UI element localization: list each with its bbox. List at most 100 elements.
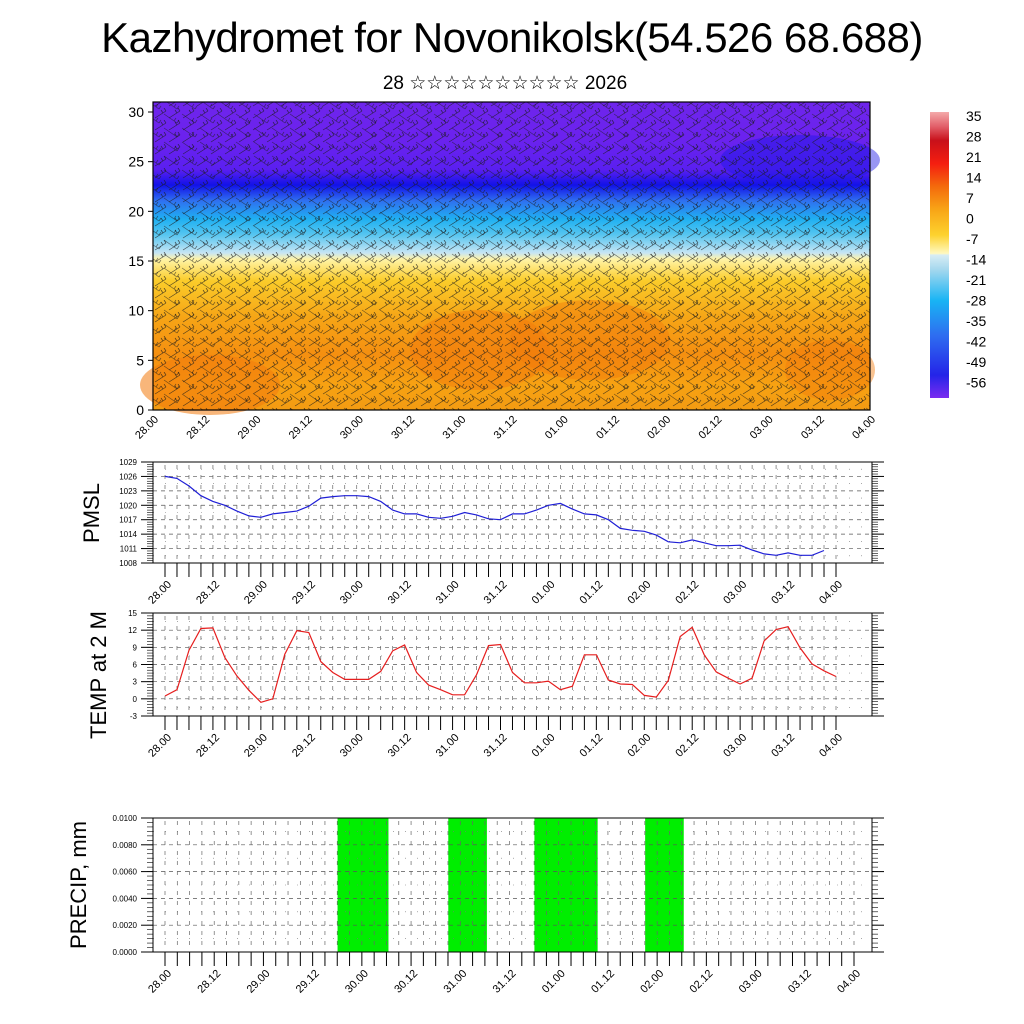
wind-barbs-secondary	[153, 102, 870, 410]
contour-x-axis: 28.00 28.12 29.00 29.12 30.00 30.12 31.00 31.12…	[133, 414, 878, 442]
temp-grid	[153, 616, 872, 713]
chart-subtitle: 28 ☆☆☆☆☆☆☆☆☆☆ 2026	[382, 73, 628, 94]
pmsl-y-label: PMSL	[79, 483, 104, 543]
y-tick-label: 1020	[119, 501, 137, 510]
x-tick-label: 03.12	[769, 732, 797, 760]
x-tick-label: 03.12	[769, 579, 797, 607]
pmsl-grid	[153, 465, 872, 560]
contour-frame	[152, 101, 871, 411]
y-tick-label: 1023	[119, 487, 137, 496]
x-tick-label: 28.12	[194, 579, 222, 607]
chart-title: Kazhydromet for Novonikolsk(54.526 68.68…	[101, 14, 923, 61]
x-tick-label: 30.12	[392, 968, 420, 996]
x-tick-label: 28.00	[146, 968, 174, 996]
x-tick-label: 01.00	[530, 579, 558, 607]
contour-y-tick-label: 20	[128, 203, 144, 219]
colorbar-label: -14	[966, 252, 986, 268]
colorbar-ramp	[930, 112, 949, 398]
x-tick-label: 30.00	[343, 968, 371, 996]
colorbar: 35 28 21 14 7 0 -7 -14 -21 -28 -35 -42 -49 -56	[930, 108, 986, 398]
x-tick-label: 01.00	[540, 968, 568, 996]
contour-x-tick-label: 03.12	[799, 414, 827, 442]
temp-panel: -3 0 3 6 9 12 15 28.00 28.12 29.00 29.12 30.00 30.12…	[86, 609, 884, 760]
contour-y-tick-label: 0	[136, 402, 144, 418]
x-tick-label: 31.12	[482, 579, 510, 607]
y-tick-label: 0	[133, 695, 138, 704]
x-tick-label: 31.00	[441, 968, 469, 996]
y-tick-label: 0.0000	[113, 948, 138, 957]
x-tick-label: 30.12	[386, 732, 414, 760]
y-tick-label: 1017	[119, 516, 137, 525]
y-tick-label: 0.0040	[113, 894, 138, 903]
contour-x-tick-label: 31.00	[440, 414, 468, 442]
x-tick-label: 01.12	[578, 732, 606, 760]
x-tick-label: 29.12	[290, 579, 318, 607]
x-tick-label: 29.12	[294, 968, 322, 996]
x-tick-label: 31.00	[434, 732, 462, 760]
temp-axes: -3 0 3 6 9 12 15 28.00 28.12 29.00 29.12 30.00 30.12…	[128, 609, 884, 760]
precip-bar	[448, 818, 487, 952]
temp-series-line	[164, 626, 837, 703]
contour-y-tick-label: 30	[128, 104, 144, 120]
contour-x-tick-label: 02.12	[697, 414, 725, 442]
colorbar-label: 21	[966, 149, 982, 165]
x-tick-label: 29.12	[290, 732, 318, 760]
colorbar-label: -42	[966, 334, 986, 350]
colorbar-label: -28	[966, 293, 986, 309]
contour-x-tick-label: 04.00	[850, 414, 878, 442]
x-tick-label: 30.00	[338, 732, 366, 760]
x-tick-label: 31.12	[491, 968, 519, 996]
precip-panel: 0.0000 0.0020 0.0040 0.0060 0.0080 0.0100 28.0…	[66, 814, 884, 996]
colorbar-labels: 35 28 21 14 7 0 -7 -14 -21 -28 -35 -42 -49 -56	[966, 108, 986, 391]
contour-x-tick-label: 30.12	[389, 414, 417, 442]
y-tick-label: 6	[133, 661, 138, 670]
x-tick-label: 02.00	[638, 968, 666, 996]
x-tick-label: 02.00	[625, 579, 653, 607]
y-tick-label: 1026	[119, 472, 137, 481]
y-tick-label: 1029	[119, 458, 137, 467]
x-tick-label: 03.00	[737, 968, 765, 996]
contour-y-tick-label: 10	[128, 303, 144, 319]
contour-y-tick-label: 5	[136, 352, 144, 368]
x-tick-label: 29.00	[242, 579, 270, 607]
x-tick-label: 03.12	[786, 968, 814, 996]
pmsl-axes: 1008 1011 1014 1017 1020 1023 1026 1029 28.00 28.…	[119, 458, 884, 607]
contour-x-tick-label: 01.00	[543, 414, 571, 442]
x-tick-label: 02.00	[625, 732, 653, 760]
y-tick-label: 12	[128, 626, 137, 635]
x-tick-label: 01.12	[589, 968, 617, 996]
y-tick-label: 0.0020	[113, 921, 138, 930]
colorbar-label: 7	[966, 190, 974, 206]
precip-frame	[152, 817, 873, 953]
x-tick-label: 28.00	[146, 732, 174, 760]
colorbar-label: 14	[966, 170, 982, 186]
colorbar-label: -49	[966, 354, 986, 370]
x-tick-label: 01.12	[578, 579, 606, 607]
colorbar-label: 35	[966, 108, 982, 124]
colorbar-label: -21	[966, 272, 986, 288]
x-tick-label: 02.12	[673, 579, 701, 607]
pmsl-panel: 1008 1011 1014 1017 1020 1023 1026 1029 28.00 28.…	[79, 458, 884, 607]
precip-y-label: PRECIP, mm	[66, 821, 91, 949]
contour-x-tick-label: 03.00	[748, 414, 776, 442]
contour-y-tick-label: 25	[128, 154, 144, 170]
colorbar-label: -56	[966, 375, 986, 391]
y-tick-label: 1008	[119, 559, 137, 568]
temp-y-label: TEMP at 2 M	[86, 611, 111, 739]
x-tick-label: 30.00	[338, 579, 366, 607]
x-tick-label: 31.00	[434, 579, 462, 607]
x-tick-label: 01.00	[530, 732, 558, 760]
colorbar-label: -35	[966, 313, 986, 329]
contour-x-tick-label: 29.12	[287, 414, 315, 442]
contour-y-tick-label: 15	[128, 253, 144, 269]
y-tick-label: 15	[128, 609, 137, 618]
colorbar-label: 0	[966, 211, 974, 227]
x-tick-label: 28.12	[194, 732, 222, 760]
precip-axes: 0.0000 0.0020 0.0040 0.0060 0.0080 0.0100 28.0…	[113, 814, 884, 996]
precip-bar	[337, 818, 389, 952]
contour-x-tick-label: 31.12	[492, 414, 520, 442]
x-tick-label: 28.00	[146, 579, 174, 607]
pmsl-series-line	[164, 475, 825, 556]
